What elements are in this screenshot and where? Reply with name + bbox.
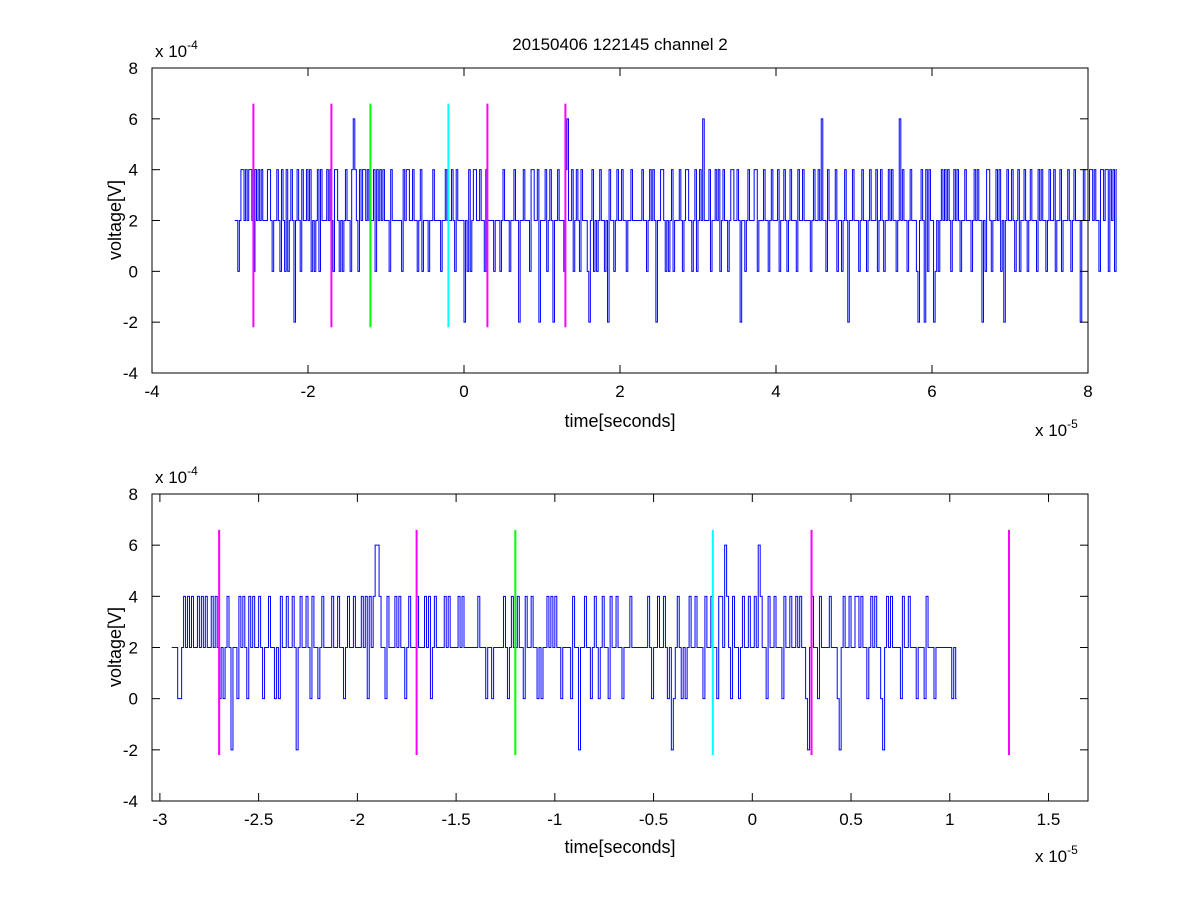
bottom-chart-y-tick-label: 8 [129,485,138,504]
bottom-chart-y-exponent-power: -4 [187,464,198,478]
top-chart-x-exponent-power: -5 [1067,417,1078,431]
top-chart-y-exponent-label: x 10-4 [155,38,198,61]
top-chart-markers [252,103,567,328]
top-chart-x-exponent-base: x 10 [1035,421,1067,440]
bottom-chart-markers [218,529,1011,755]
top-chart-y-tick-label: 8 [129,59,138,78]
top-chart-x-tick-label: 6 [927,382,936,401]
bottom-chart-x-tick-label: -1.5 [441,810,470,829]
top-chart-y-tick-label: 6 [129,110,138,129]
bottom-chart-x-tick-label: 0 [748,810,757,829]
top-chart-x-tick-label: 0 [459,382,468,401]
bottom-chart-x-tick-label: -3 [152,810,167,829]
bottom-chart-series-line [171,544,957,751]
top-chart-y-exponent-base: x 10 [155,42,187,61]
top-chart-x-tick-label: 8 [1083,382,1092,401]
bottom-chart-y-tick-label: 4 [129,587,138,606]
bottom-chart-x-exponent-power: -5 [1067,843,1078,857]
bottom-chart-x-tick-label: -2 [350,810,365,829]
top-chart-series-line [234,118,1117,323]
top-chart-y-tick-label: 0 [129,262,138,281]
bottom-chart-ticks: -3 -2.5 -2 -1.5 -1 -0.5 0 0.5 1 1.5 -4 -2 0 2 4 6 8 [123,485,1088,829]
bottom-chart-x-tick-label: -0.5 [639,810,668,829]
top-chart-x-axis-label: time[seconds] [564,411,675,431]
bottom-chart-x-axis-label: time[seconds] [564,837,675,857]
bottom-chart-x-tick-label: 1.5 [1037,810,1061,829]
top-chart-y-tick-label: -4 [123,364,138,383]
top-chart-x-tick-label: -2 [300,382,315,401]
top-chart-y-exponent-power: -4 [187,38,198,52]
bottom-chart-signal [171,544,957,751]
top-chart-x-tick-label: 2 [615,382,624,401]
top-chart-x-exponent-label: x 10-5 [1035,417,1078,440]
bottom-chart-y-tick-label: 6 [129,536,138,555]
top-chart-x-tick-label: -4 [144,382,159,401]
bottom-chart-x-exponent-label: x 10-5 [1035,843,1078,866]
top-chart-y-tick-label: -2 [123,313,138,332]
top-chart-ticks: -4 -2 0 2 4 6 8 -4 -2 0 2 4 6 8 [123,59,1093,401]
top-chart-x-tick-label: 4 [771,382,780,401]
figure-title: 20150406 122145 channel 2 [512,35,728,54]
top-chart-y-tick-label: 2 [129,212,138,231]
bottom-chart-x-exponent-base: x 10 [1035,847,1067,866]
bottom-chart-x-tick-label: 1 [945,810,954,829]
bottom-chart: -3 -2.5 -2 -1.5 -1 -0.5 0 0.5 1 1.5 -4 -2 0 2 4 6 8 time… [105,464,1089,866]
bottom-chart-x-tick-label: 0.5 [839,810,863,829]
bottom-chart-x-tick-label: -1 [547,810,562,829]
bottom-chart-y-tick-label: 0 [129,690,138,709]
top-chart: -4 -2 0 2 4 6 8 -4 -2 0 2 4 6 8 time[seconds] voltage… [105,38,1117,440]
bottom-chart-y-tick-label: -2 [123,741,138,760]
top-chart-y-tick-label: 4 [129,161,138,180]
bottom-chart-y-axis-label: voltage[V] [105,607,125,687]
bottom-chart-y-tick-label: 2 [129,639,138,658]
bottom-chart-y-exponent-base: x 10 [155,468,187,487]
top-chart-signal [234,118,1117,323]
top-chart-y-axis-label: voltage[V] [105,180,125,260]
bottom-chart-x-tick-label: -2.5 [244,810,273,829]
bottom-chart-y-tick-label: -4 [123,792,138,811]
bottom-chart-y-exponent-label: x 10-4 [155,464,198,487]
